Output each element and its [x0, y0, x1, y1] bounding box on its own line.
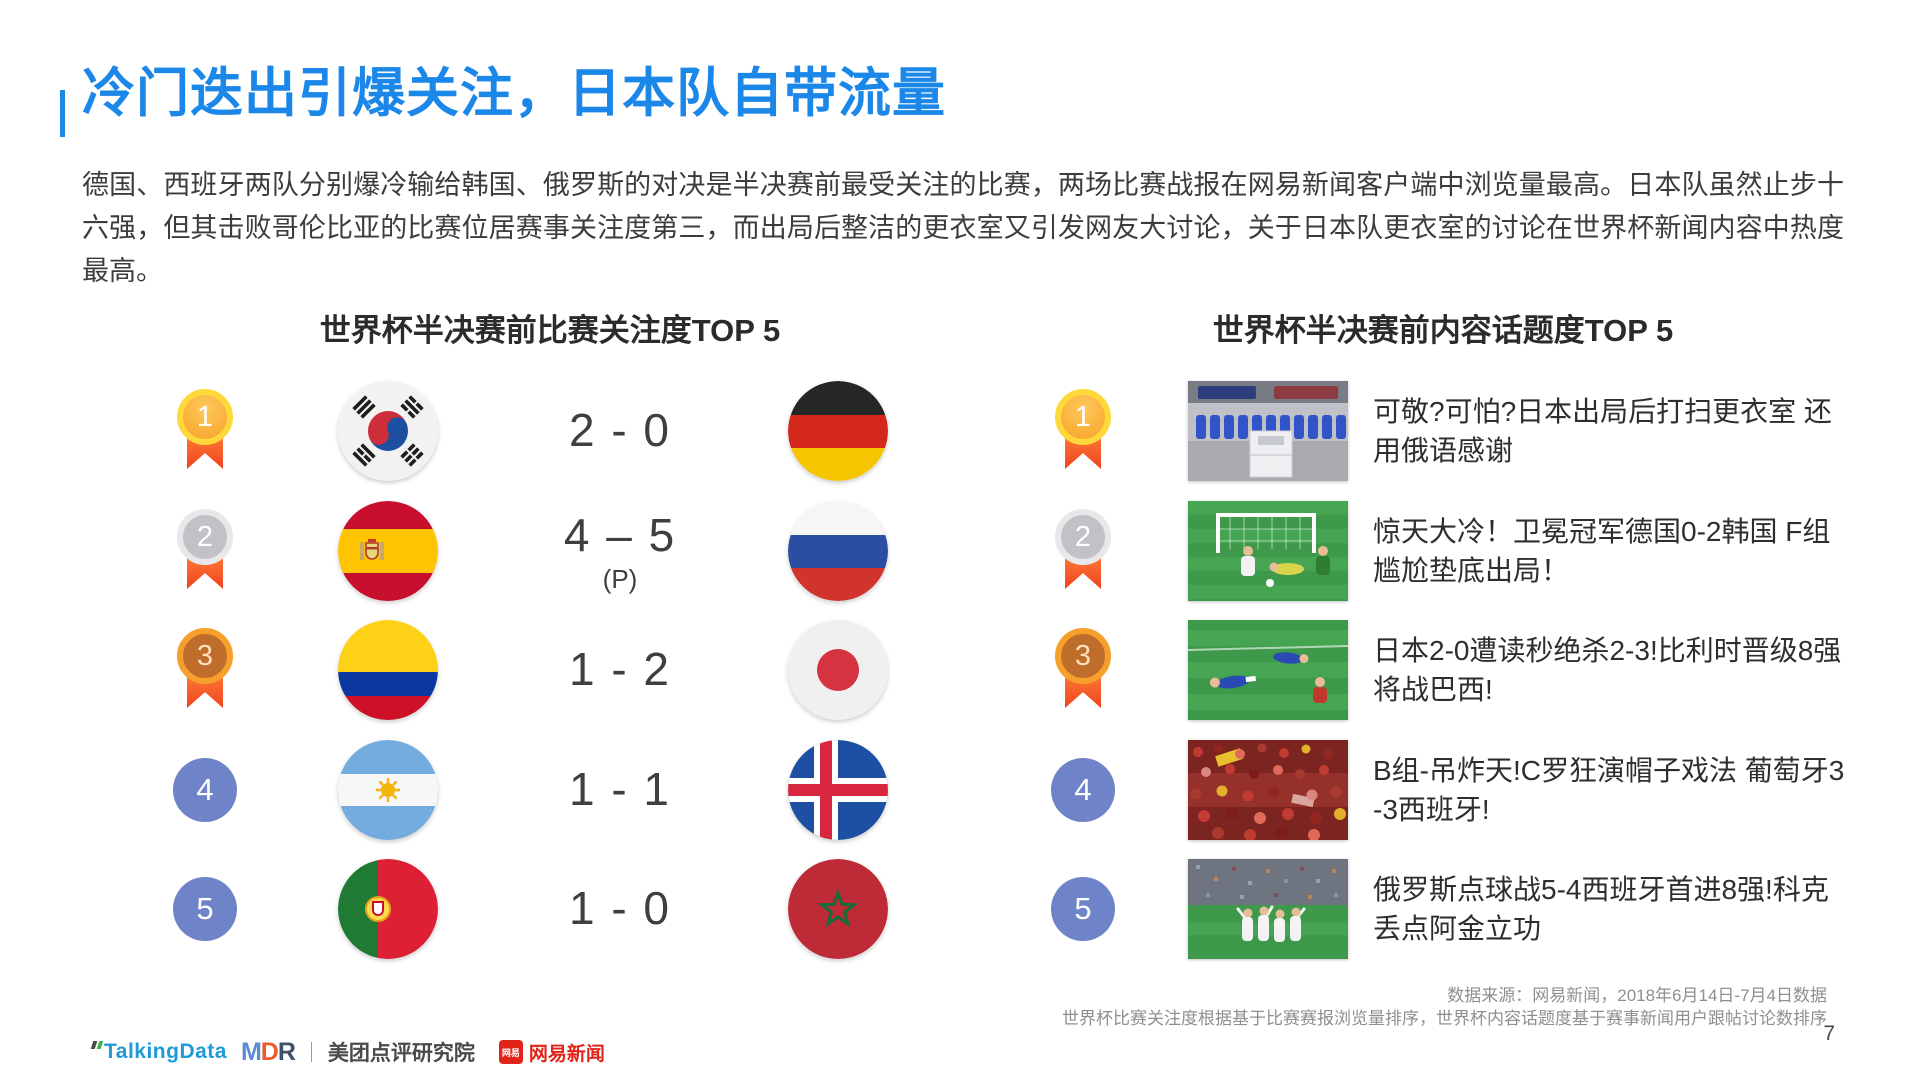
rank-number: 1	[1055, 389, 1111, 445]
flag-iceland-icon	[788, 740, 888, 840]
match-score: 2 - 0	[568, 403, 672, 456]
logo-divider	[310, 1042, 312, 1062]
page-title: 冷门迭出引爆关注，日本队自带流量	[82, 64, 946, 123]
rank-number: 3	[177, 628, 233, 684]
match-score: 1 - 1	[568, 762, 672, 815]
medal-gold-icon: 1	[177, 379, 233, 483]
data-source-note: 数据来源：网易新闻，2018年6月14日-7月4日数据 世界杯比赛关注度根据基于…	[1062, 984, 1827, 1030]
topic-rank-row: 3 日本2-0遭读秒绝杀2-3	[1048, 610, 1853, 730]
flag-south-korea-icon	[338, 381, 438, 481]
rank-number: 2	[177, 509, 233, 565]
flag-colombia-icon	[338, 620, 438, 720]
match-score-note: (P)	[602, 563, 638, 594]
rank-circle-icon: 5	[1051, 877, 1115, 941]
thumbnail-japan-belgium-pitch	[1188, 620, 1348, 720]
rank-number: 5	[173, 877, 237, 941]
rank-circle-icon: 4	[173, 758, 237, 822]
intro-paragraph: 德国、西班牙两队分别爆冷输给韩国、俄罗斯的对决是半决赛前最受关注的比赛，两场比赛…	[82, 170, 1844, 286]
flag-morocco-icon	[788, 859, 888, 959]
thumbnail-russia-spain-celebrate	[1188, 859, 1348, 959]
rank-number: 5	[1051, 877, 1115, 941]
rank-number: 2	[1055, 509, 1111, 565]
netease-news-wordmark: 网易新闻	[528, 1043, 605, 1065]
topic-rank-row: 5	[1048, 849, 1853, 969]
flag-russia-icon	[788, 501, 888, 601]
flag-germany-icon	[788, 381, 888, 481]
thumbnail-japan-locker-room	[1188, 381, 1348, 481]
topic-headline: 日本2-0遭读秒绝杀2-3!比利时晋级8强将战巴西!	[1373, 635, 1842, 705]
topic-headline: 惊天大冷！卫冕冠军德国0-2韩国 F组尴尬垫底出局！	[1373, 516, 1831, 586]
data-source-line1: 数据来源：网易新闻，2018年6月14日-7月4日数据	[1447, 986, 1827, 1005]
medal-bronze-icon: 3	[1055, 618, 1111, 722]
talkingdata-wordmark: TalkingData	[104, 1040, 227, 1063]
match-rank-row: 3 1 - 2	[140, 610, 910, 730]
topic-headline: 俄罗斯点球战5-4西班牙首进8强!科克丢点阿金立功	[1373, 874, 1829, 944]
match-rank-header: 世界杯半决赛前比赛关注度TOP 5	[319, 313, 781, 348]
flag-spain-icon	[338, 501, 438, 601]
thumbnail-portugal-spain-fans	[1188, 740, 1348, 840]
match-rank-row: 4 1 - 1	[140, 730, 910, 850]
match-rank-row: 5 1 - 0	[140, 849, 910, 969]
flag-argentina-icon	[338, 740, 438, 840]
topic-rank-row: 2 惊天大冷！卫	[1048, 491, 1853, 611]
match-score: 4 – 5	[563, 508, 677, 561]
topic-headline: 可敬?可怕?日本出局后打扫更衣室 还用俄语感谢	[1373, 396, 1832, 466]
meituan-dianping-institute-label: 美团点评研究院	[327, 1042, 475, 1065]
page-number: 7	[1823, 1022, 1835, 1045]
rank-circle-icon: 4	[1051, 758, 1115, 822]
topic-rank-row: 4	[1048, 730, 1853, 850]
match-rank-row: 1	[140, 371, 910, 491]
match-rank-row: 2 4 –	[140, 491, 910, 611]
rank-circle-icon: 5	[173, 877, 237, 941]
medal-bronze-icon: 3	[177, 618, 233, 722]
topic-headline: B组-吊炸天!C罗狂演帽子戏法 葡萄牙3-3西班牙!	[1373, 755, 1845, 825]
medal-gold-icon: 1	[1055, 379, 1111, 483]
mdr-logo: M D R	[240, 1037, 296, 1066]
thumbnail-germany-korea-goal	[1188, 501, 1348, 601]
talkingdata-mark-icon	[90, 1041, 104, 1049]
data-source-line2: 世界杯比赛关注度根据基于比赛赛报浏览量排序，世界杯内容话题度基于赛事新闻用户跟帖…	[1062, 1009, 1827, 1028]
medal-silver-icon: 2	[1055, 499, 1111, 603]
rank-number: 1	[177, 389, 233, 445]
match-score: 1 - 2	[568, 642, 672, 695]
medal-silver-icon: 2	[177, 499, 233, 603]
rank-number: 3	[1055, 628, 1111, 684]
flag-japan-icon	[788, 620, 888, 720]
footer-logos: TalkingData M D R 美团点评研究院 网易 网易新闻	[90, 1037, 605, 1067]
topic-rank-header: 世界杯半决赛前内容话题度TOP 5	[1212, 313, 1674, 348]
flag-portugal-icon	[338, 859, 438, 959]
title-accent-bar	[60, 90, 65, 137]
match-score: 1 - 0	[568, 881, 672, 934]
netease-badge-icon: 网易	[498, 1040, 523, 1064]
netease-news-logo: 网易 网易新闻	[498, 1039, 605, 1066]
topic-rank-row: 1	[1048, 371, 1853, 491]
rank-number: 4	[173, 758, 237, 822]
talkingdata-logo: TalkingData	[90, 1040, 227, 1064]
rank-number: 4	[1051, 758, 1115, 822]
